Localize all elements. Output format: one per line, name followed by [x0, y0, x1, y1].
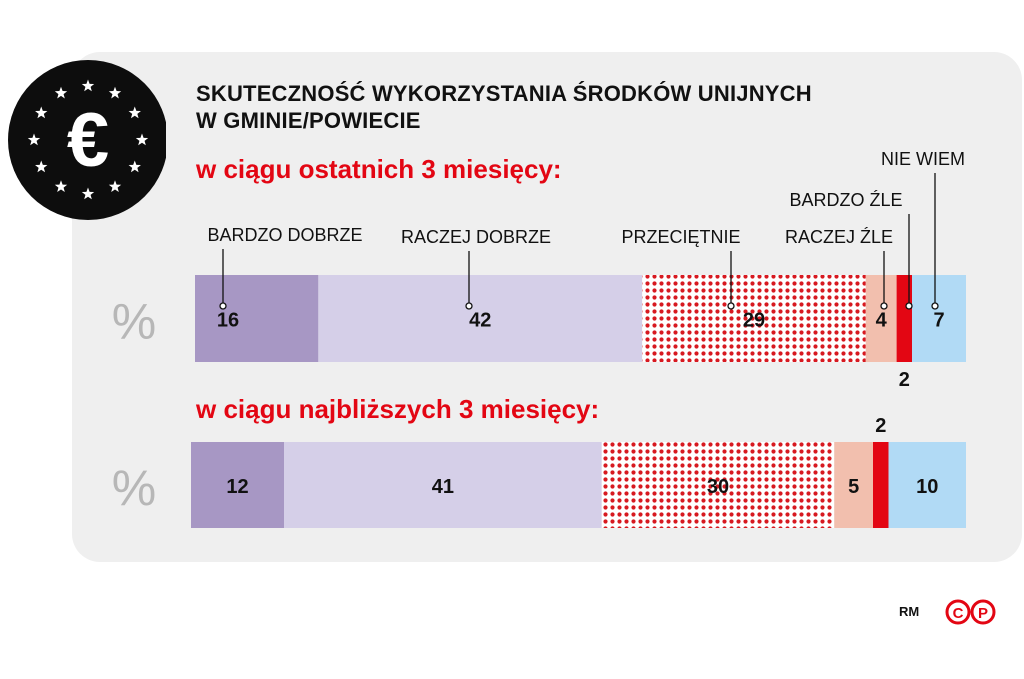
- star-icon: [54, 86, 68, 99]
- star-icon: [128, 106, 141, 119]
- leader-dot-2: [465, 302, 473, 310]
- author-credit: RM: [899, 604, 920, 619]
- bar-segment-s2-3: [601, 442, 835, 528]
- star-icon: [81, 79, 95, 92]
- data-label-s2-5: 2: [875, 415, 886, 437]
- data-label-s2-6: 10: [916, 476, 938, 498]
- title-line-1: SKUTECZNOŚĆ WYKORZYSTANIA ŚRODKÓW UNIJNY…: [196, 81, 812, 106]
- star-icon: [108, 86, 122, 99]
- star-icon: [54, 180, 68, 193]
- star-icon: [108, 180, 122, 193]
- star-icon: [135, 133, 149, 146]
- bar-segment-s1-1: [195, 275, 319, 362]
- data-label-s2-3: 30: [707, 476, 729, 498]
- category-label-6: NIE WIEM: [881, 149, 965, 169]
- percent-sign-s1: %: [112, 294, 156, 350]
- data-label-s2-4: 5: [848, 476, 859, 498]
- chart-title: SKUTECZNOŚĆ WYKORZYSTANIA ŚRODKÓW UNIJNY…: [196, 80, 812, 134]
- svg-text:P: P: [978, 605, 988, 622]
- bar-segment-s2-2: [284, 442, 602, 528]
- star-icon: [35, 106, 48, 119]
- leader-dot-4: [880, 302, 888, 310]
- bar-segment-s1-4: [865, 275, 897, 362]
- data-label-s2-2: 41: [432, 476, 454, 498]
- data-label-s1-3: 29: [743, 310, 765, 332]
- bar-segment-s1-5: [896, 275, 913, 362]
- data-label-s1-5: 2: [899, 369, 910, 391]
- leader-dot-3: [727, 302, 735, 310]
- star-icon: [27, 133, 41, 146]
- series-2-title: w ciągu najbliższych 3 miesięcy:: [196, 394, 600, 424]
- svg-text:C: C: [953, 605, 964, 622]
- data-label-s2-1: 12: [226, 476, 248, 498]
- euro-badge-circle: [8, 60, 166, 220]
- series-1-title: w ciągu ostatnich 3 miesięcy:: [196, 154, 562, 184]
- bar-segment-s2-6: [888, 442, 966, 528]
- percent-sign-s2: %: [112, 460, 156, 516]
- category-label-3: PRZECIĘTNIE: [621, 227, 740, 247]
- leader-dot-1: [219, 302, 227, 310]
- leader-dot-5: [905, 302, 913, 310]
- bar-segment-s2-4: [834, 442, 873, 528]
- bar-segment-s1-3: [642, 275, 866, 362]
- data-label-s1-2: 42: [469, 310, 491, 332]
- category-label-1: BARDZO DOBRZE: [207, 225, 362, 245]
- data-label-s1-4: 4: [876, 310, 888, 332]
- star-icon: [128, 160, 141, 173]
- bar-segment-s1-6: [912, 275, 966, 362]
- bar-segment-s1-2: [318, 275, 643, 362]
- bar-segment-s2-5: [873, 442, 889, 528]
- category-label-5: BARDZO ŹLE: [789, 190, 902, 210]
- data-label-s1-6: 7: [933, 310, 944, 332]
- star-icon: [81, 187, 95, 200]
- star-icon: [35, 160, 48, 173]
- publisher-logo-icon: C P: [945, 599, 996, 625]
- title-line-2: W GMINIE/POWIECIE: [196, 108, 421, 133]
- data-label-s1-1: 16: [217, 310, 239, 332]
- category-label-4: RACZEJ ŹLE: [785, 227, 893, 247]
- bar-segment-s2-1: [191, 442, 284, 528]
- euro-stars-icon: €: [8, 60, 166, 220]
- euro-symbol: €: [67, 98, 109, 183]
- category-label-2: RACZEJ DOBRZE: [401, 227, 551, 247]
- leader-dot-6: [931, 302, 939, 310]
